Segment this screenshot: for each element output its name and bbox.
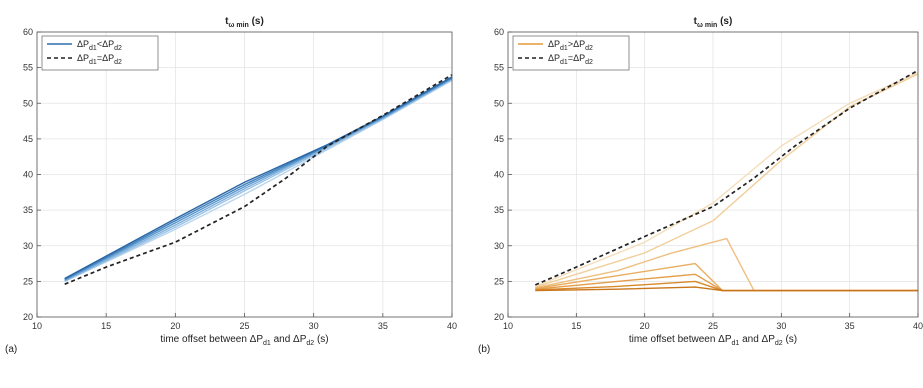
y-tick-label: 25 <box>23 276 33 286</box>
x-tick-label: 10 <box>503 321 513 331</box>
panel-label: (a) <box>5 344 17 355</box>
y-tick-label: 55 <box>494 63 504 73</box>
x-tick-label: 15 <box>101 321 111 331</box>
series-line-2 <box>535 73 919 288</box>
panel-label: (b) <box>478 344 490 355</box>
y-tick-label: 20 <box>23 312 33 322</box>
x-tick-label: 15 <box>571 321 581 331</box>
chart-panel-b: 10 15 20 25 30 35 40 20 25 30 35 40 45 50 55 60 tω min (… <box>478 16 923 355</box>
y-tick-label: 55 <box>23 63 33 73</box>
legend-entry: ΔPd1<ΔPd2 <box>77 39 122 52</box>
y-tick-label: 50 <box>494 98 504 108</box>
y-tick-label: 60 <box>494 27 504 37</box>
y-tick-label: 45 <box>23 134 33 144</box>
series-line-7 <box>535 286 918 292</box>
legend-box <box>512 35 630 71</box>
x-tick-label: 35 <box>378 321 388 331</box>
chart-panel-a: 10 15 20 25 30 35 40 20 25 30 35 40 45 50 55 60 tω min (… <box>5 16 457 355</box>
x-tick-label: 40 <box>447 321 457 331</box>
x-tick-label: 20 <box>640 321 650 331</box>
x-axis-label: time offset between ΔPd1 and ΔPd2 (s) <box>629 334 797 347</box>
series-line-6 <box>64 76 453 280</box>
legend-box <box>41 35 159 71</box>
series-equal-line <box>534 69 919 286</box>
chart-title: tω min (s) <box>694 16 733 29</box>
y-tick-label: 25 <box>494 276 504 286</box>
x-tick-label: 25 <box>239 321 249 331</box>
y-tick-label: 35 <box>494 205 504 215</box>
y-tick-label: 60 <box>23 27 33 37</box>
legend-entry: ΔPd1>ΔPd2 <box>548 39 593 52</box>
y-tick-label: 30 <box>23 241 33 251</box>
x-tick-label: 25 <box>708 321 718 331</box>
y-tick-label: 35 <box>23 205 33 215</box>
x-tick-label: 30 <box>776 321 786 331</box>
y-tick-label: 40 <box>23 170 33 180</box>
series-line-1 <box>535 71 919 288</box>
y-tick-label: 40 <box>494 170 504 180</box>
x-tick-label: 10 <box>32 321 42 331</box>
y-tick-label: 45 <box>494 134 504 144</box>
x-axis-label: time offset between ΔPd1 and ΔPd2 (s) <box>160 334 328 347</box>
x-tick-label: 40 <box>913 321 923 331</box>
x-tick-label: 20 <box>170 321 180 331</box>
y-tick-label: 30 <box>494 241 504 251</box>
chart-title: tω min (s) <box>225 16 264 29</box>
legend-entry: ΔPd1=ΔPd2 <box>77 53 122 66</box>
x-tick-label: 30 <box>309 321 319 331</box>
y-tick-label: 50 <box>23 98 33 108</box>
legend-entry: ΔPd1=ΔPd2 <box>548 53 593 66</box>
x-tick-label: 35 <box>845 321 855 331</box>
y-tick-label: 20 <box>494 312 504 322</box>
series-equal-line <box>64 74 453 285</box>
